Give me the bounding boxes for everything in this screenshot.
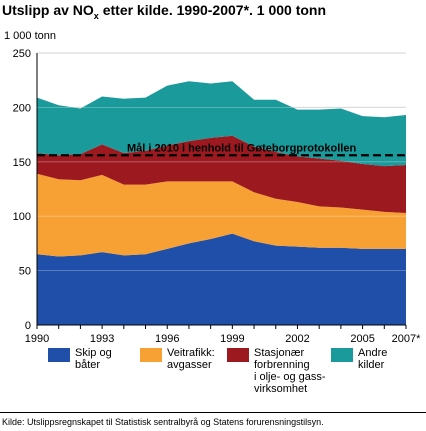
x-tick-label-1996: 1996 — [155, 333, 179, 345]
chart-title: Utslipp av NOx etter kilde. 1990-2007*. … — [2, 2, 326, 21]
y-tick-label-200: 200 — [13, 102, 31, 114]
y-tick-label-250: 250 — [13, 48, 31, 60]
x-tick-label-1993: 1993 — [90, 333, 114, 345]
area-series-2 — [37, 173, 406, 257]
area-series-4 — [37, 81, 406, 167]
legend-label-stasjonaer: Stasjonær forbrenning i olje- og gass- v… — [254, 347, 326, 395]
y-axis-unit-label: 1 000 tonn — [4, 30, 56, 42]
legend-swatch-veitrafikk — [140, 348, 162, 362]
y-tick-label-100: 100 — [13, 211, 31, 223]
legend-swatch-stasjonaer — [227, 348, 249, 362]
x-tick-label-1990: 1990 — [25, 333, 49, 345]
x-tick-label-2005: 2005 — [350, 333, 374, 345]
legend-swatch-andre — [331, 348, 353, 362]
y-tick-label-50: 50 — [19, 266, 31, 278]
y-tick-label-0: 0 — [25, 320, 31, 332]
stacked-area-chart: Mål i 2010 i henhold til Gøteborgprotoko… — [13, 48, 421, 345]
area-series-3 — [37, 135, 406, 213]
y-tick-label-150: 150 — [13, 157, 31, 169]
footer: Kilde: Utslippsregnskapet til Statistisk… — [0, 412, 426, 431]
legend-label-skip: Skip og båter — [75, 347, 112, 371]
x-tick-label-2007: 2007* — [392, 333, 421, 345]
chart-title-main: Utslipp av NO — [2, 2, 94, 18]
reference-line-label: Mål i 2010 i henhold til Gøteborgprotoko… — [127, 142, 356, 154]
x-tick-label-2002: 2002 — [285, 333, 309, 345]
legend-swatch-skip — [48, 348, 70, 362]
area-series-1 — [37, 233, 406, 325]
source-note: Kilde: Utslippsregnskapet til Statistisk… — [2, 417, 324, 427]
legend-label-andre: Andre kilder — [358, 347, 388, 371]
chart-title-subscript: x — [93, 10, 99, 21]
chart-title-rest: etter kilde. 1990-2007*. 1 000 tonn — [98, 2, 327, 18]
legend: Skip og båter Veitrafikk: avgasser Stasj… — [48, 347, 408, 404]
x-tick-label-1999: 1999 — [220, 333, 244, 345]
legend-label-veitrafikk: Veitrafikk: avgasser — [167, 347, 215, 371]
